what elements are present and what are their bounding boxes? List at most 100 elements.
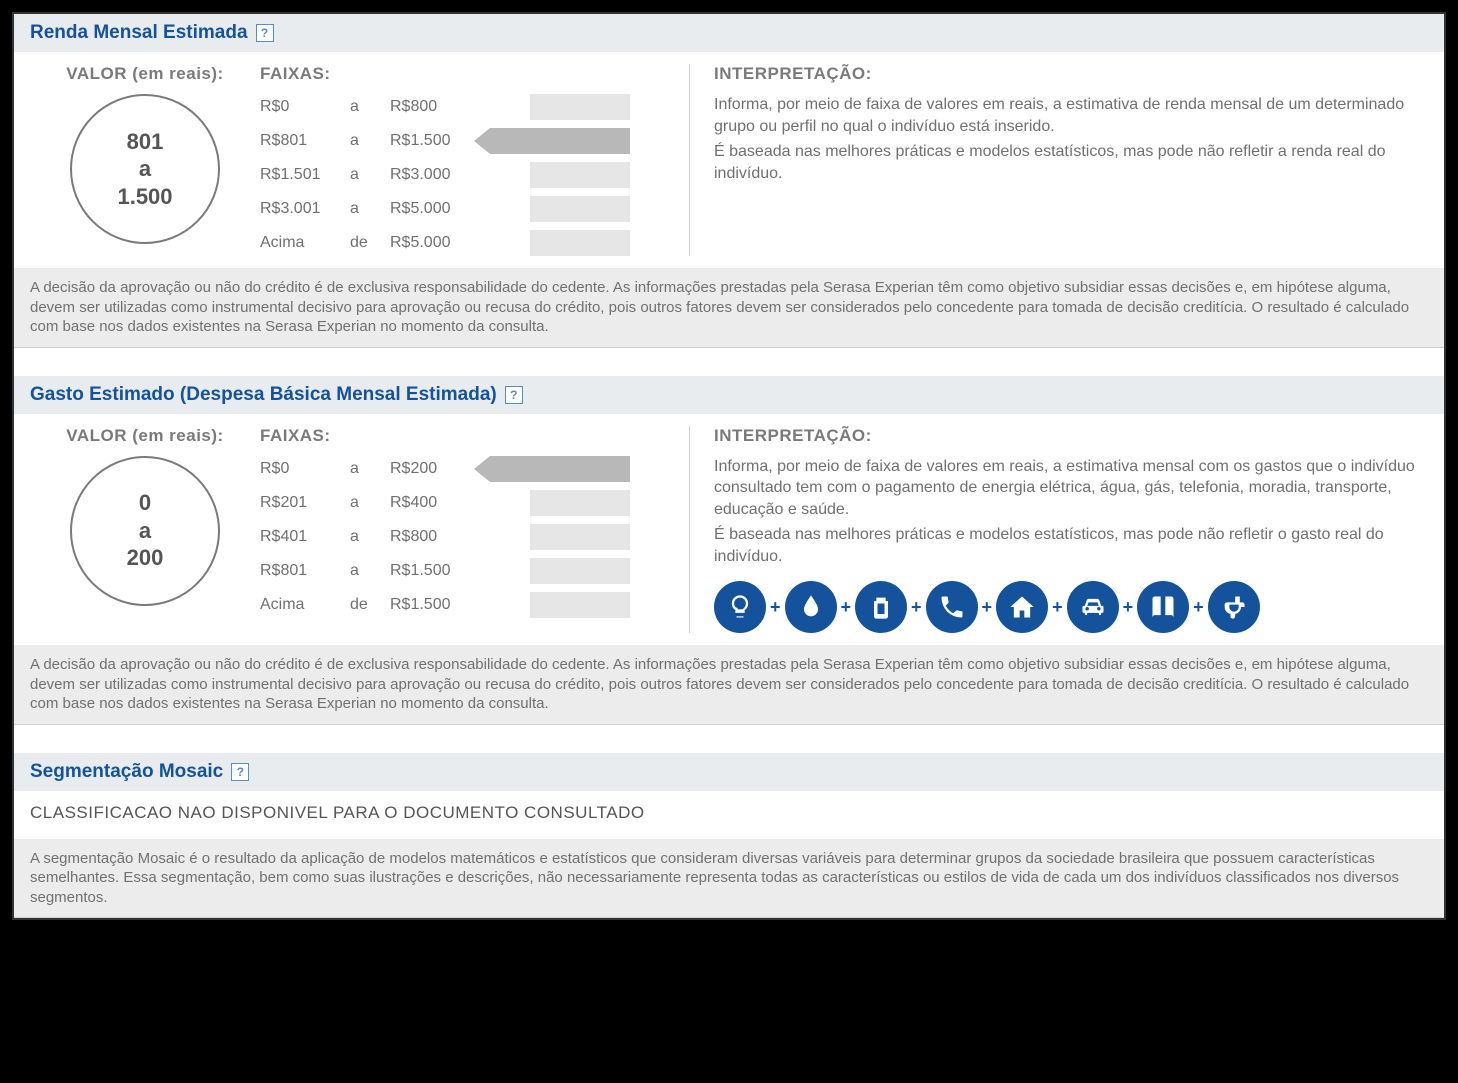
faixa-bar-cell	[490, 456, 630, 482]
plus-separator: +	[1123, 597, 1134, 618]
interp-text: Informa, por meio de faixa de valores em…	[714, 456, 1428, 568]
interp-p: Informa, por meio de faixa de valores em…	[714, 94, 1428, 137]
section-title: Renda Mensal Estimada	[30, 22, 248, 44]
section-header-mosaic: Segmentação Mosaic ?	[14, 753, 1444, 791]
faixa-bar-cell	[490, 196, 630, 222]
faixa-min: R$0	[260, 98, 350, 116]
faixas-column: FAIXAS: R$0aR$200R$201aR$400R$401aR$800R…	[260, 426, 690, 634]
faixa-bar-cell	[490, 524, 630, 550]
spacer	[14, 348, 1444, 376]
faixas-grid: R$0aR$800R$801aR$1.500R$1.501aR$3.000R$3…	[260, 94, 677, 256]
faixa-sep: a	[350, 528, 390, 546]
faixa-min: R$201	[260, 494, 350, 512]
interp-p: É baseada nas melhores práticas e modelo…	[714, 524, 1428, 567]
faixas-column: FAIXAS: R$0aR$800R$801aR$1.500R$1.501aR$…	[260, 64, 690, 256]
faixa-bar-cell	[490, 128, 630, 154]
section-gasto: Gasto Estimado (Despesa Básica Mensal Es…	[14, 376, 1444, 725]
section-body-gasto: VALOR (em reais): 0 a 200 FAIXAS: R$0aR$…	[14, 414, 1444, 646]
faixa-max: R$5.000	[390, 200, 490, 218]
faixa-max: R$1.500	[390, 562, 490, 580]
section-mosaic: Segmentação Mosaic ? CLASSIFICACAO NAO D…	[14, 753, 1444, 919]
faixa-min: R$801	[260, 132, 350, 150]
health-icon	[1208, 581, 1260, 633]
interp-column: INTERPRETAÇÃO: Informa, por meio de faix…	[690, 426, 1428, 634]
faixa-sep: a	[350, 200, 390, 218]
faixas-label: FAIXAS:	[260, 64, 677, 84]
faixa-sep: a	[350, 132, 390, 150]
valor-circle: 0 a 200	[70, 456, 220, 606]
faixa-sep: a	[350, 494, 390, 512]
faixa-min: Acima	[260, 234, 350, 252]
faixas-grid: R$0aR$200R$201aR$400R$401aR$800R$801aR$1…	[260, 456, 677, 618]
section-title: Segmentação Mosaic	[30, 761, 223, 783]
faixa-bar-cell	[490, 230, 630, 256]
faixa-max: R$400	[390, 494, 490, 512]
faixa-bar	[530, 230, 630, 256]
book-icon	[1137, 581, 1189, 633]
plus-separator: +	[1052, 597, 1063, 618]
report-page: Renda Mensal Estimada ? VALOR (em reais)…	[12, 12, 1446, 920]
faixa-min: R$3.001	[260, 200, 350, 218]
valor-column: VALOR (em reais): 0 a 200	[30, 426, 260, 634]
faixa-max: R$800	[390, 98, 490, 116]
plus-separator: +	[770, 597, 781, 618]
faixa-bar	[530, 490, 630, 516]
faixa-bar	[530, 196, 630, 222]
faixa-min: R$1.501	[260, 166, 350, 184]
faixa-bar-cell	[490, 592, 630, 618]
faixa-bar	[530, 592, 630, 618]
plus-separator: +	[982, 597, 993, 618]
section-title: Gasto Estimado (Despesa Básica Mensal Es…	[30, 384, 497, 406]
lightbulb-icon	[714, 581, 766, 633]
section-renda: Renda Mensal Estimada ? VALOR (em reais)…	[14, 14, 1444, 348]
home-icon	[996, 581, 1048, 633]
help-icon[interactable]: ?	[256, 24, 274, 42]
faixa-min: R$801	[260, 562, 350, 580]
plus-separator: +	[911, 597, 922, 618]
interp-p: É baseada nas melhores práticas e modelo…	[714, 141, 1428, 184]
faixa-min: R$401	[260, 528, 350, 546]
section-header-gasto: Gasto Estimado (Despesa Básica Mensal Es…	[14, 376, 1444, 414]
faixas-label: FAIXAS:	[260, 426, 677, 446]
interp-label: INTERPRETAÇÃO:	[714, 64, 1428, 84]
help-icon[interactable]: ?	[505, 386, 523, 404]
faixa-bar-cell	[490, 162, 630, 188]
section-header-renda: Renda Mensal Estimada ?	[14, 14, 1444, 52]
faixa-max: R$800	[390, 528, 490, 546]
valor-circle: 801 a 1.500	[70, 94, 220, 244]
faixa-bar-selected	[490, 128, 630, 154]
valor-line: a	[139, 517, 151, 545]
help-icon[interactable]: ?	[231, 763, 249, 781]
faixa-bar	[530, 162, 630, 188]
plus-separator: +	[841, 597, 852, 618]
faixa-sep: a	[350, 98, 390, 116]
disclaimer-text: A decisão da aprovação ou não do crédito…	[14, 645, 1444, 724]
spacer	[14, 725, 1444, 753]
valor-label: VALOR (em reais):	[30, 64, 260, 84]
phone-icon	[926, 581, 978, 633]
gas-icon	[855, 581, 907, 633]
faixa-max: R$3.000	[390, 166, 490, 184]
valor-column: VALOR (em reais): 801 a 1.500	[30, 64, 260, 256]
faixa-bar-cell	[490, 558, 630, 584]
faixa-sep: a	[350, 166, 390, 184]
valor-label: VALOR (em reais):	[30, 426, 260, 446]
faixa-min: R$0	[260, 460, 350, 478]
disclaimer-text: A segmentação Mosaic é o resultado da ap…	[14, 839, 1444, 918]
faixa-bar	[530, 524, 630, 550]
interp-text: Informa, por meio de faixa de valores em…	[714, 94, 1428, 184]
plus-separator: +	[1193, 597, 1204, 618]
valor-line: a	[139, 155, 151, 183]
section-body-renda: VALOR (em reais): 801 a 1.500 FAIXAS: R$…	[14, 52, 1444, 268]
faixa-sep: de	[350, 596, 390, 614]
valor-line: 200	[127, 544, 164, 572]
interp-p: Informa, por meio de faixa de valores em…	[714, 456, 1428, 521]
faixa-sep: a	[350, 460, 390, 478]
faixa-sep: de	[350, 234, 390, 252]
faixa-max: R$1.500	[390, 596, 490, 614]
faixa-min: Acima	[260, 596, 350, 614]
faixa-max: R$5.000	[390, 234, 490, 252]
interp-label: INTERPRETAÇÃO:	[714, 426, 1428, 446]
mosaic-message: CLASSIFICACAO NAO DISPONIVEL PARA O DOCU…	[30, 803, 1428, 823]
faixa-bar	[530, 94, 630, 120]
